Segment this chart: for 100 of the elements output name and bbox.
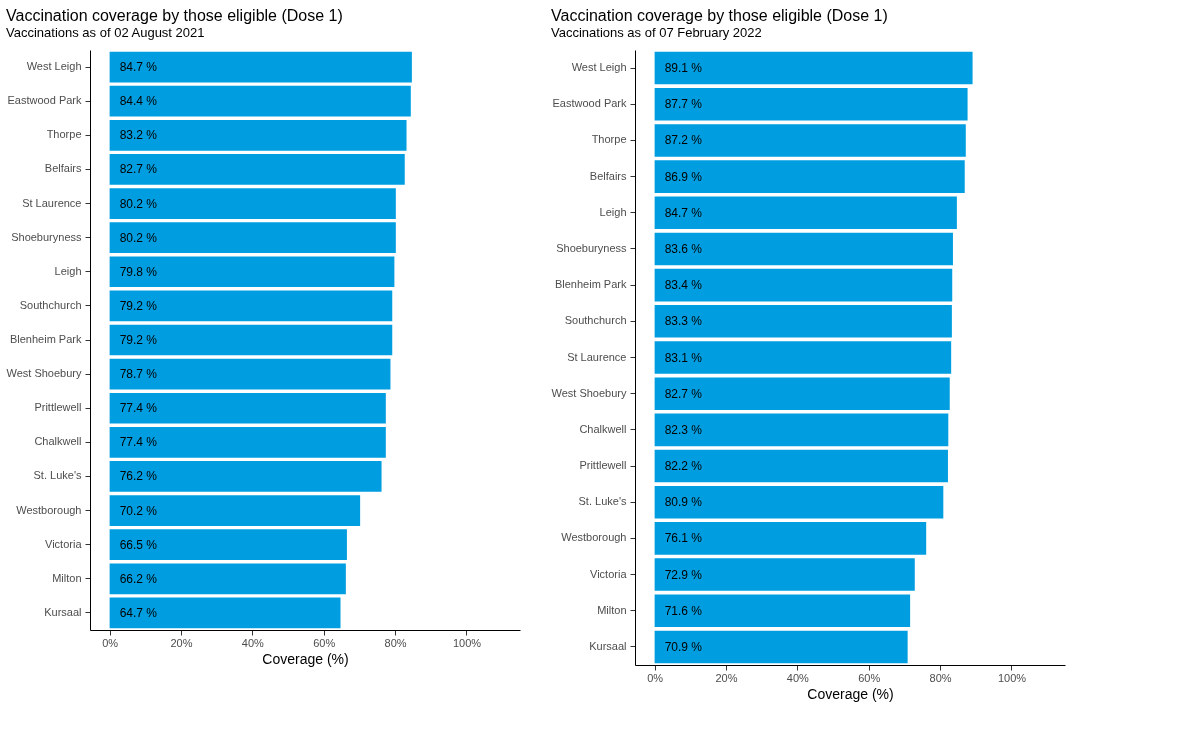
y-tick-label: Belfairs [589, 169, 627, 182]
data-label: 89.1 % [664, 61, 703, 76]
y-tick-label: St. Luke's [33, 469, 82, 482]
data-label: 70.2 % [119, 503, 158, 518]
bar [109, 290, 393, 322]
bar [654, 341, 952, 374]
bar [109, 222, 396, 253]
data-label: 76.2 % [119, 469, 158, 484]
y-tick-label: Southchurch [564, 314, 627, 327]
bar [109, 51, 412, 83]
data-label: 83.3 % [664, 314, 703, 329]
data-label: 83.4 % [664, 278, 703, 293]
bar [109, 85, 411, 117]
y-tick-label: West Shoebury [6, 367, 82, 380]
y-tick-label: West Leigh [571, 61, 627, 74]
y-tick-label: Thorpe [46, 128, 82, 141]
data-label: 82.2 % [664, 459, 703, 474]
data-label: 76.1 % [664, 531, 703, 546]
data-label: 83.2 % [119, 128, 158, 143]
data-label: 64.7 % [119, 605, 158, 620]
data-label: 80.9 % [664, 495, 703, 510]
y-tick-label: St Laurence [22, 196, 82, 209]
y-tick-label: Westborough [16, 503, 82, 516]
x-tick-label: 60% [313, 636, 336, 649]
y-tick-label: Leigh [599, 205, 627, 218]
y-tick-label: St Laurence [567, 350, 627, 363]
chart-title: Vaccination coverage by those eligible (Dose 1) [6, 7, 343, 24]
y-tick-label: St. Luke's [578, 495, 627, 508]
bar [654, 377, 950, 410]
y-tick-label: Chalkwell [34, 435, 82, 448]
y-tick-label: Kursaal [44, 605, 82, 618]
y-tick-label: West Leigh [26, 60, 82, 73]
data-label: 84.7 % [119, 60, 158, 75]
y-tick-label: Thorpe [591, 133, 627, 146]
data-label: 72.9 % [664, 567, 703, 582]
data-label: 82.7 % [664, 386, 703, 401]
data-label: 82.7 % [119, 162, 158, 177]
data-label: 77.4 % [119, 401, 158, 416]
data-label: 86.9 % [664, 169, 703, 184]
y-tick-label: Victoria [590, 567, 628, 580]
chart-title: Vaccination coverage by those eligible (Dose 1) [551, 7, 888, 24]
data-label: 83.1 % [664, 350, 703, 365]
data-label: 80.2 % [119, 230, 158, 245]
data-label: 84.4 % [119, 94, 158, 109]
x-tick-label: 60% [858, 671, 881, 684]
data-label: 80.2 % [119, 196, 158, 211]
x-tick-label: 20% [170, 636, 193, 649]
bar [109, 495, 361, 526]
y-tick-label: Southchurch [19, 298, 82, 311]
bar [109, 597, 341, 629]
data-label: 78.7 % [119, 367, 158, 382]
x-tick-label: 80% [384, 636, 407, 649]
x-tick-label: 0% [647, 671, 664, 684]
bar [654, 449, 948, 483]
y-tick-label: Shoeburyness [11, 230, 82, 243]
y-tick-label: West Shoebury [551, 386, 627, 399]
bar [654, 305, 952, 338]
data-label: 79.2 % [119, 333, 158, 347]
x-tick-label: 20% [715, 671, 738, 684]
chart-subtitle: Vaccinations as of 07 February 2022 [551, 25, 762, 40]
data-label: 82.3 % [664, 422, 703, 437]
bar [654, 630, 908, 664]
y-tick-label: Eastwood Park [7, 94, 82, 107]
y-tick-label: Milton [52, 571, 82, 584]
bar [109, 427, 386, 458]
data-label: 79.2 % [119, 298, 158, 313]
data-label: 87.2 % [664, 133, 703, 148]
bar [109, 392, 386, 424]
y-tick-label: Chalkwell [579, 422, 627, 435]
bar [109, 461, 382, 492]
x-axis-title: Coverage (%) [262, 650, 349, 667]
data-label: 77.4 % [119, 435, 158, 450]
data-label: 83.6 % [664, 241, 703, 256]
data-label: 79.8 % [119, 264, 158, 279]
bar [109, 188, 396, 219]
bar [109, 563, 346, 595]
bar [654, 196, 957, 230]
data-label: 70.9 % [664, 639, 703, 654]
data-label: 71.6 % [664, 603, 703, 618]
x-tick-label: 100% [997, 671, 1027, 684]
y-tick-label: Blenheim Park [554, 278, 627, 291]
y-tick-label: Leigh [54, 264, 82, 277]
data-label: 66.2 % [119, 571, 158, 586]
bar [654, 413, 949, 447]
bar [109, 324, 393, 356]
y-tick-label: Shoeburyness [556, 241, 627, 254]
bar [654, 485, 944, 519]
chart-subtitle: Vaccinations as of 02 August 2021 [6, 25, 205, 40]
data-label: 87.7 % [664, 97, 703, 112]
y-tick-label: Victoria [45, 537, 83, 550]
bar [109, 154, 405, 185]
bar [109, 119, 407, 151]
x-tick-label: 80% [929, 671, 952, 684]
x-tick-label: 40% [786, 671, 810, 684]
bar [654, 268, 953, 302]
x-tick-label: 40% [241, 636, 265, 649]
y-tick-label: Eastwood Park [552, 97, 627, 110]
x-axis-title: Coverage (%) [807, 685, 894, 702]
bar [109, 358, 391, 390]
bar [654, 87, 968, 121]
